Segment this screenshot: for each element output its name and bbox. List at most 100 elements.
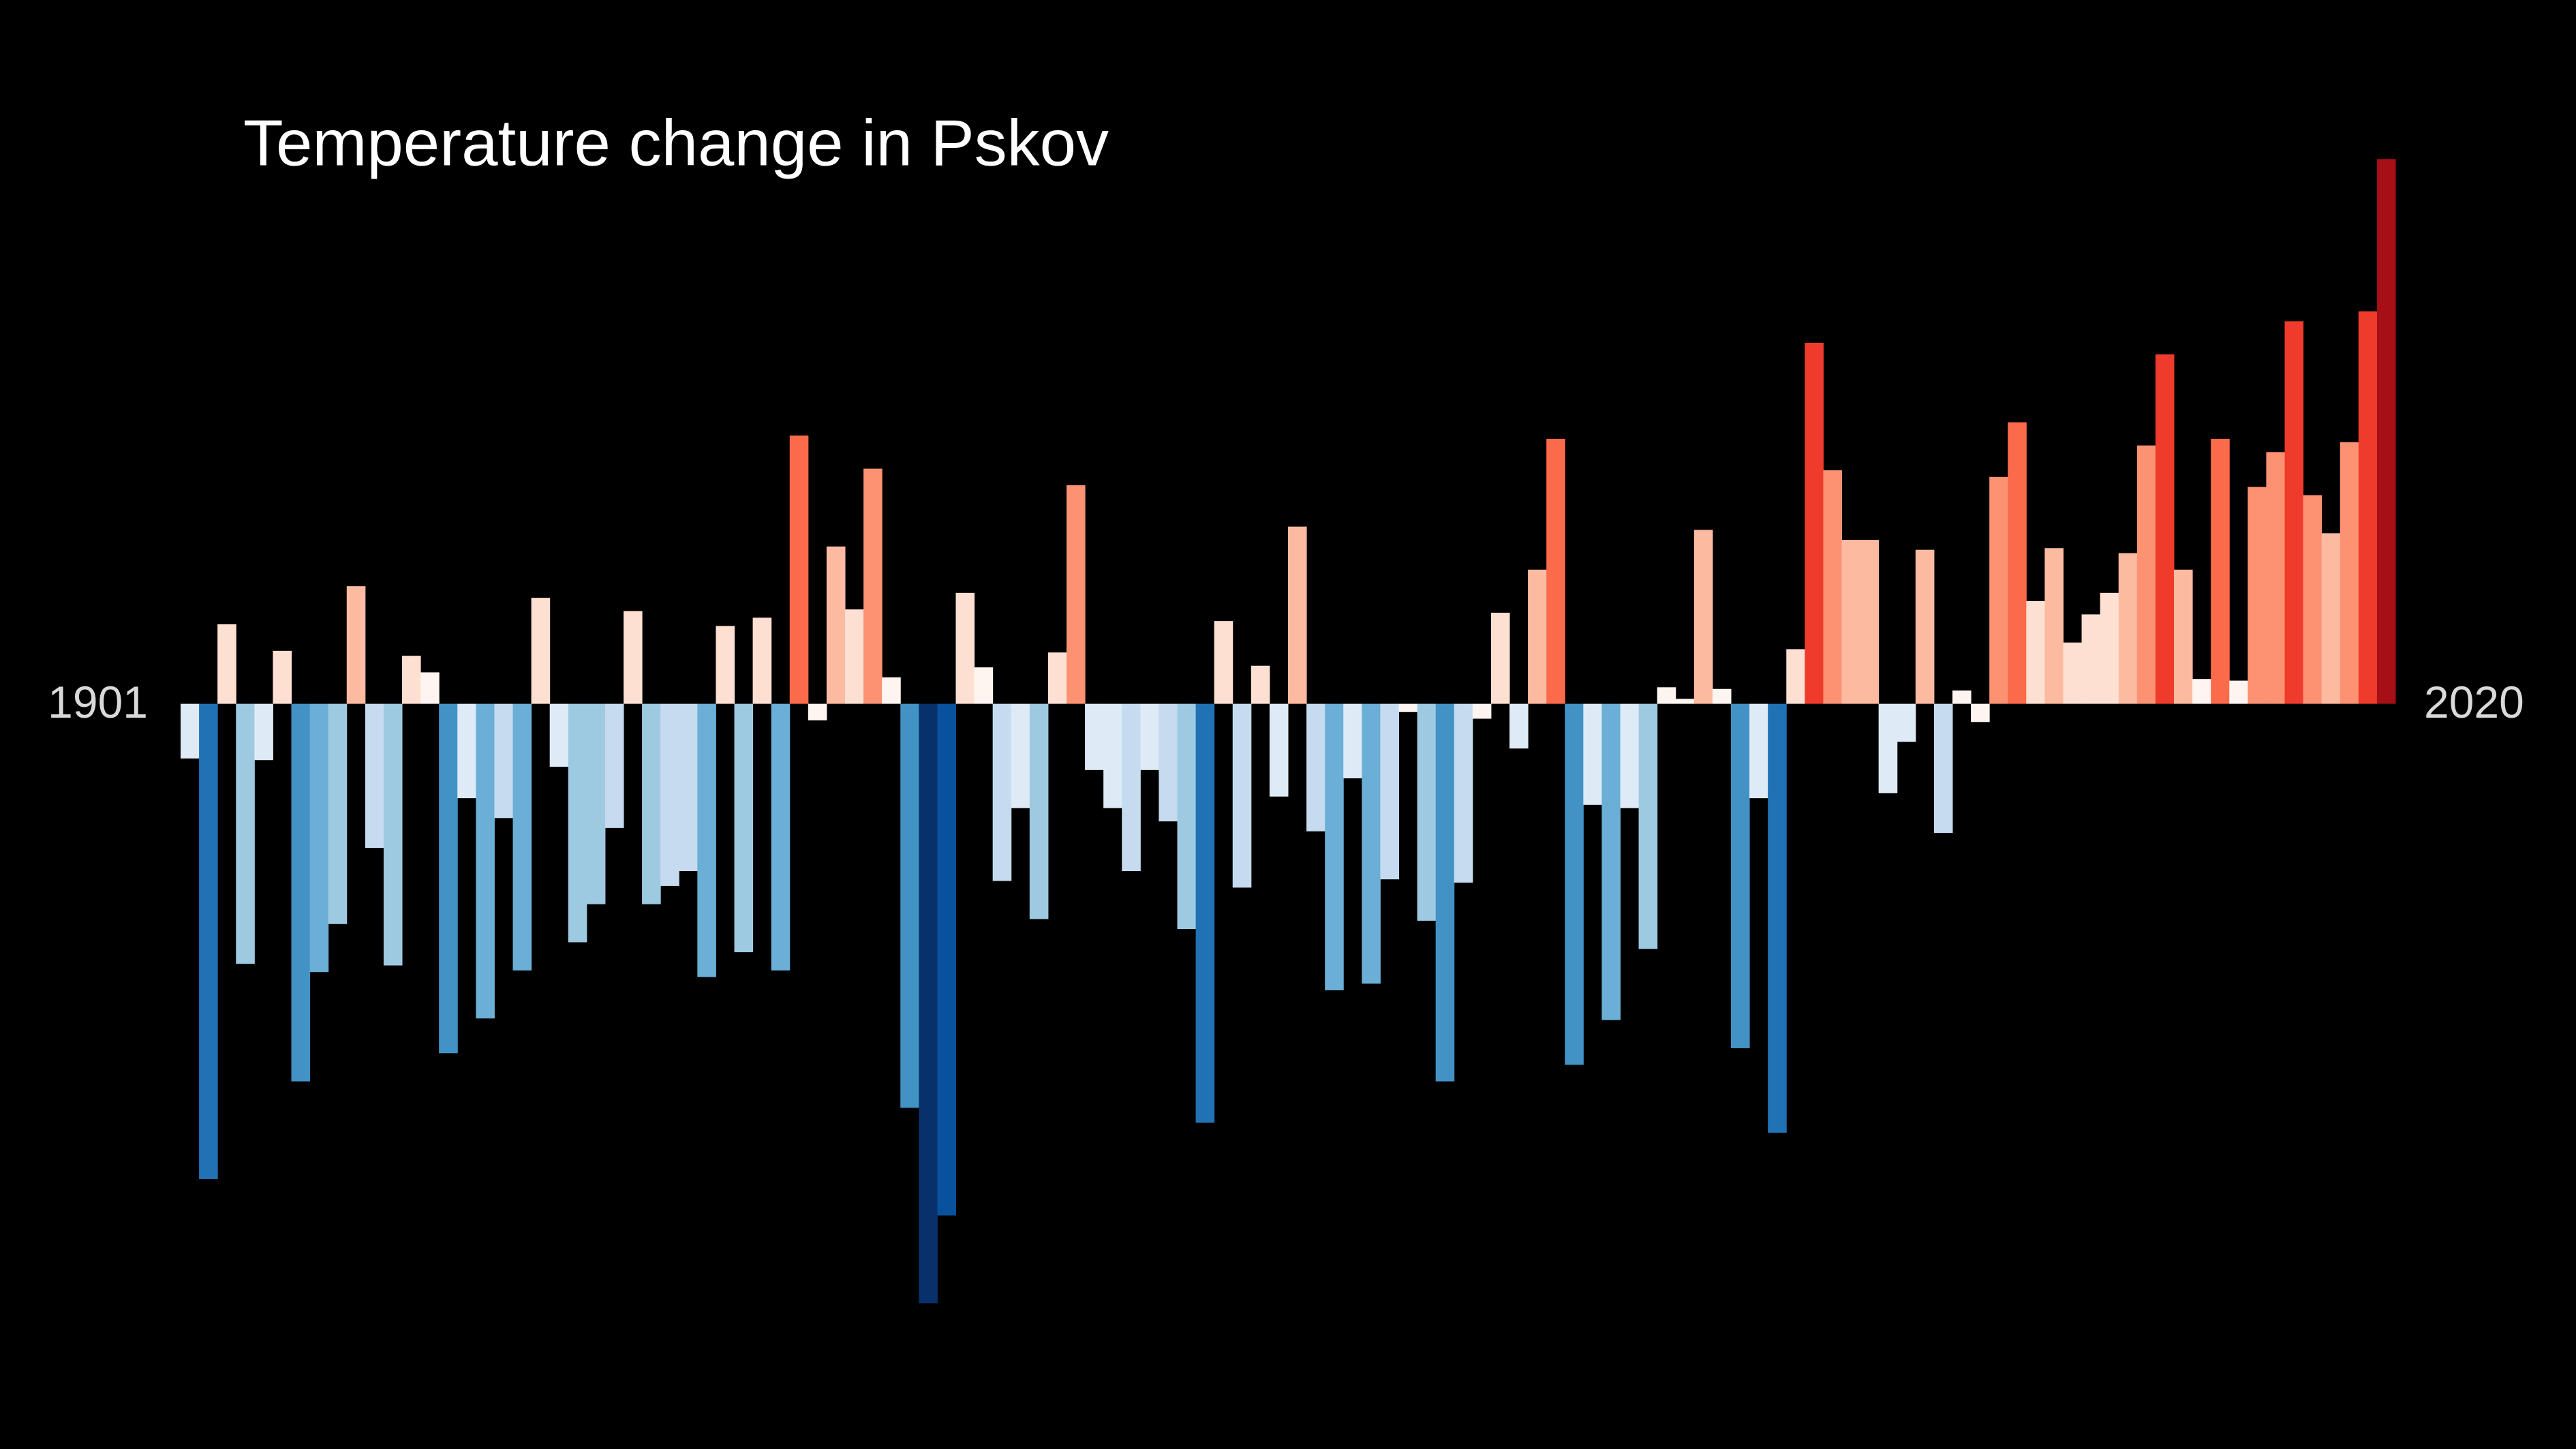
x-tick-label: 1901 (48, 677, 148, 727)
bar (2008, 422, 2027, 704)
bar (1343, 703, 1362, 778)
bar (2229, 680, 2248, 704)
bar (1269, 703, 1289, 797)
bar (2118, 553, 2138, 704)
bar (900, 703, 919, 1108)
bar (181, 703, 200, 759)
bar (1805, 342, 1824, 704)
bar (974, 667, 994, 704)
bar (937, 703, 956, 1216)
bar (476, 703, 495, 1019)
bar (2358, 311, 2378, 704)
bar (1490, 612, 1510, 704)
bar (1712, 688, 1732, 704)
bar (1159, 703, 1178, 822)
bar (1620, 703, 1640, 808)
bar (549, 703, 569, 767)
bar (2211, 438, 2230, 704)
bar (604, 703, 624, 828)
bar (2340, 442, 2359, 704)
bar (826, 546, 846, 704)
bar (1601, 703, 1621, 1020)
bar (439, 703, 458, 1054)
bar (1122, 703, 1141, 872)
bar (1195, 703, 1215, 1123)
bar (1214, 621, 1233, 704)
x-tick-label: 2020 (2424, 677, 2524, 727)
bar (199, 703, 218, 1179)
bar (1011, 703, 1030, 808)
bar (955, 592, 975, 704)
bar (2174, 569, 2193, 704)
bar (1897, 703, 1916, 742)
bar (1288, 526, 1307, 704)
bar (808, 703, 827, 720)
bar (512, 703, 532, 971)
bar (2044, 548, 2064, 704)
bar (1509, 703, 1529, 749)
bar (1454, 703, 1473, 883)
bar (494, 703, 513, 819)
bar (1933, 703, 1953, 834)
bar (1583, 703, 1602, 805)
bar (1675, 699, 1695, 704)
bar (402, 656, 421, 704)
bar (328, 703, 348, 924)
bar (236, 703, 255, 964)
bar (254, 703, 273, 761)
bar (2155, 354, 2175, 704)
bar (2321, 533, 2341, 704)
bar (309, 703, 329, 973)
bar (679, 703, 698, 872)
bar (346, 586, 366, 704)
bar (1380, 703, 1399, 880)
bar (383, 703, 403, 966)
bar (1546, 438, 1565, 704)
bar (789, 436, 809, 704)
bar (771, 703, 791, 971)
bar (1693, 530, 1713, 704)
bar (716, 626, 735, 704)
bar (1823, 470, 1842, 704)
bar (1029, 703, 1049, 919)
bar (1306, 703, 1325, 832)
bar (273, 650, 292, 704)
bar (863, 468, 883, 704)
bar (586, 703, 606, 904)
bar (1952, 690, 1972, 704)
bar (660, 703, 679, 886)
bar (2376, 159, 2396, 704)
bar (1435, 703, 1455, 1082)
bar (1047, 652, 1067, 704)
bar (2026, 600, 2045, 704)
bar (291, 703, 311, 1082)
bar (1417, 703, 1437, 921)
bar (1731, 703, 1750, 1049)
bar (1528, 569, 1547, 704)
bar (1251, 665, 1270, 704)
bar (568, 703, 587, 943)
bar (1398, 703, 1418, 712)
bar (2063, 642, 2083, 704)
bar (1325, 703, 1344, 990)
bar (642, 703, 661, 904)
bar (2248, 487, 2267, 704)
bar (1067, 485, 1086, 704)
bar (1971, 703, 1990, 722)
bar (1140, 703, 1159, 770)
bar (1841, 540, 1861, 704)
bar (1472, 703, 1492, 719)
bar (457, 703, 476, 799)
bar (1768, 703, 1787, 1133)
bar (2100, 592, 2119, 704)
bar (734, 703, 754, 953)
bar (1232, 703, 1252, 888)
bar (2192, 679, 2211, 704)
bar (882, 677, 901, 704)
bar (2284, 321, 2304, 704)
bar (1085, 703, 1104, 770)
bar (1177, 703, 1197, 930)
bar (365, 703, 384, 849)
bar (697, 703, 716, 977)
